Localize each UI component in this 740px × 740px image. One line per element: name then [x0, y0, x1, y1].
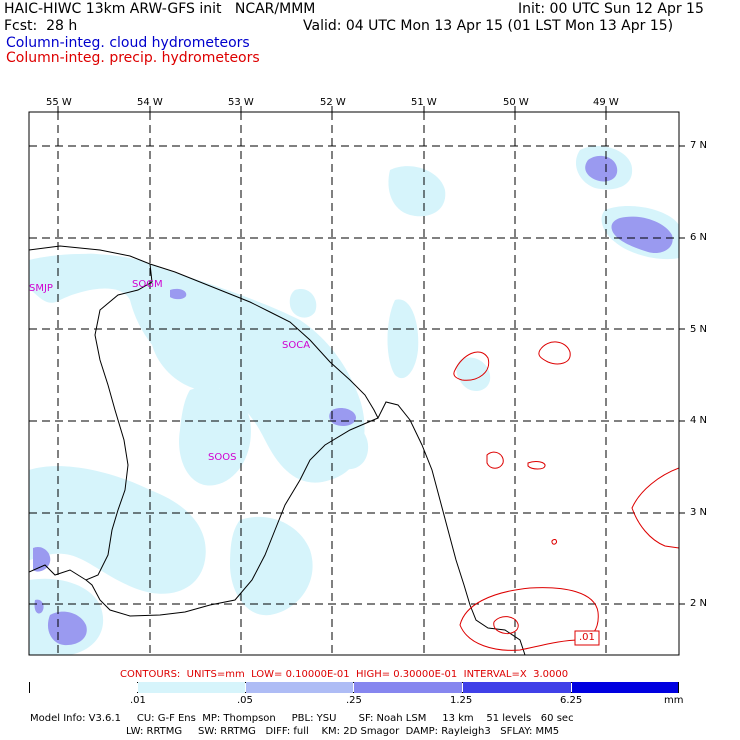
lon-label: 51 W — [411, 97, 437, 108]
legend-precip: Column-integ. precip. hydrometeors — [6, 50, 260, 66]
lat-label: 4 N — [690, 415, 708, 426]
colorbar-label: 1.25 — [450, 695, 473, 706]
colorbar-cell — [463, 682, 571, 693]
edge-ticks — [57, 106, 685, 605]
lat-label: 3 N — [690, 507, 708, 518]
lon-label: 53 W — [228, 97, 254, 108]
map-frame — [28, 111, 680, 656]
init-time: Init: 00 UTC Sun 12 Apr 15 — [518, 1, 704, 17]
lon-label: 54 W — [137, 97, 163, 108]
cloud-shading-light — [29, 146, 679, 655]
colorbar-label: .05 — [237, 695, 253, 706]
colorbar-cell — [246, 682, 353, 693]
lon-label: 55 W — [46, 97, 72, 108]
lon-label: 50 W — [503, 97, 529, 108]
station-label: SOCA — [282, 340, 311, 351]
legend-cloud: Column-integ. cloud hydrometeors — [6, 35, 250, 51]
lat-label: 5 N — [690, 324, 708, 335]
lon-label: 49 W — [593, 97, 619, 108]
lat-lon-grid — [29, 112, 679, 655]
station-label: SOGM — [132, 279, 163, 290]
valid-time: Valid: 04 UTC Mon 13 Apr 15 (01 LST Mon … — [303, 18, 674, 34]
coastline-borders — [29, 245, 526, 655]
lat-label: 7 N — [690, 140, 708, 151]
colorbar-cell — [138, 682, 245, 693]
colorbar-cell — [30, 682, 137, 693]
colorbar-label: 6.25 — [560, 695, 583, 706]
colorbar-cell — [572, 682, 678, 693]
contour-label: .01 — [579, 632, 595, 643]
colorbar-label: .01 — [130, 695, 146, 706]
lon-label: 52 W — [320, 97, 346, 108]
forecast-hour: Fcst: 28 h — [4, 18, 78, 34]
colorbar-cell — [354, 682, 462, 693]
lat-label: 6 N — [690, 232, 708, 243]
station-label: SOOS — [208, 452, 237, 463]
colorbar-unit: mm — [664, 695, 684, 706]
contour-label-box — [574, 630, 600, 646]
model-title: HAIC-HIWC 13km ARW-GFS init NCAR/MMM — [4, 1, 316, 17]
lat-label: 2 N — [690, 598, 708, 609]
contours-caption: CONTOURS: UNITS=mm LOW= 0.10000E-01 HIGH… — [120, 669, 569, 680]
model-info-line2: LW: RRTMG SW: RRTMG DIFF: full KM: 2D Sm… — [126, 726, 560, 737]
model-info-line1: Model Info: V3.6.1 CU: G-F Ens MP: Thomp… — [30, 713, 574, 724]
precip-contours — [453, 341, 679, 651]
station-label: SMJP — [29, 283, 53, 294]
colorbar-label: .25 — [346, 695, 362, 706]
